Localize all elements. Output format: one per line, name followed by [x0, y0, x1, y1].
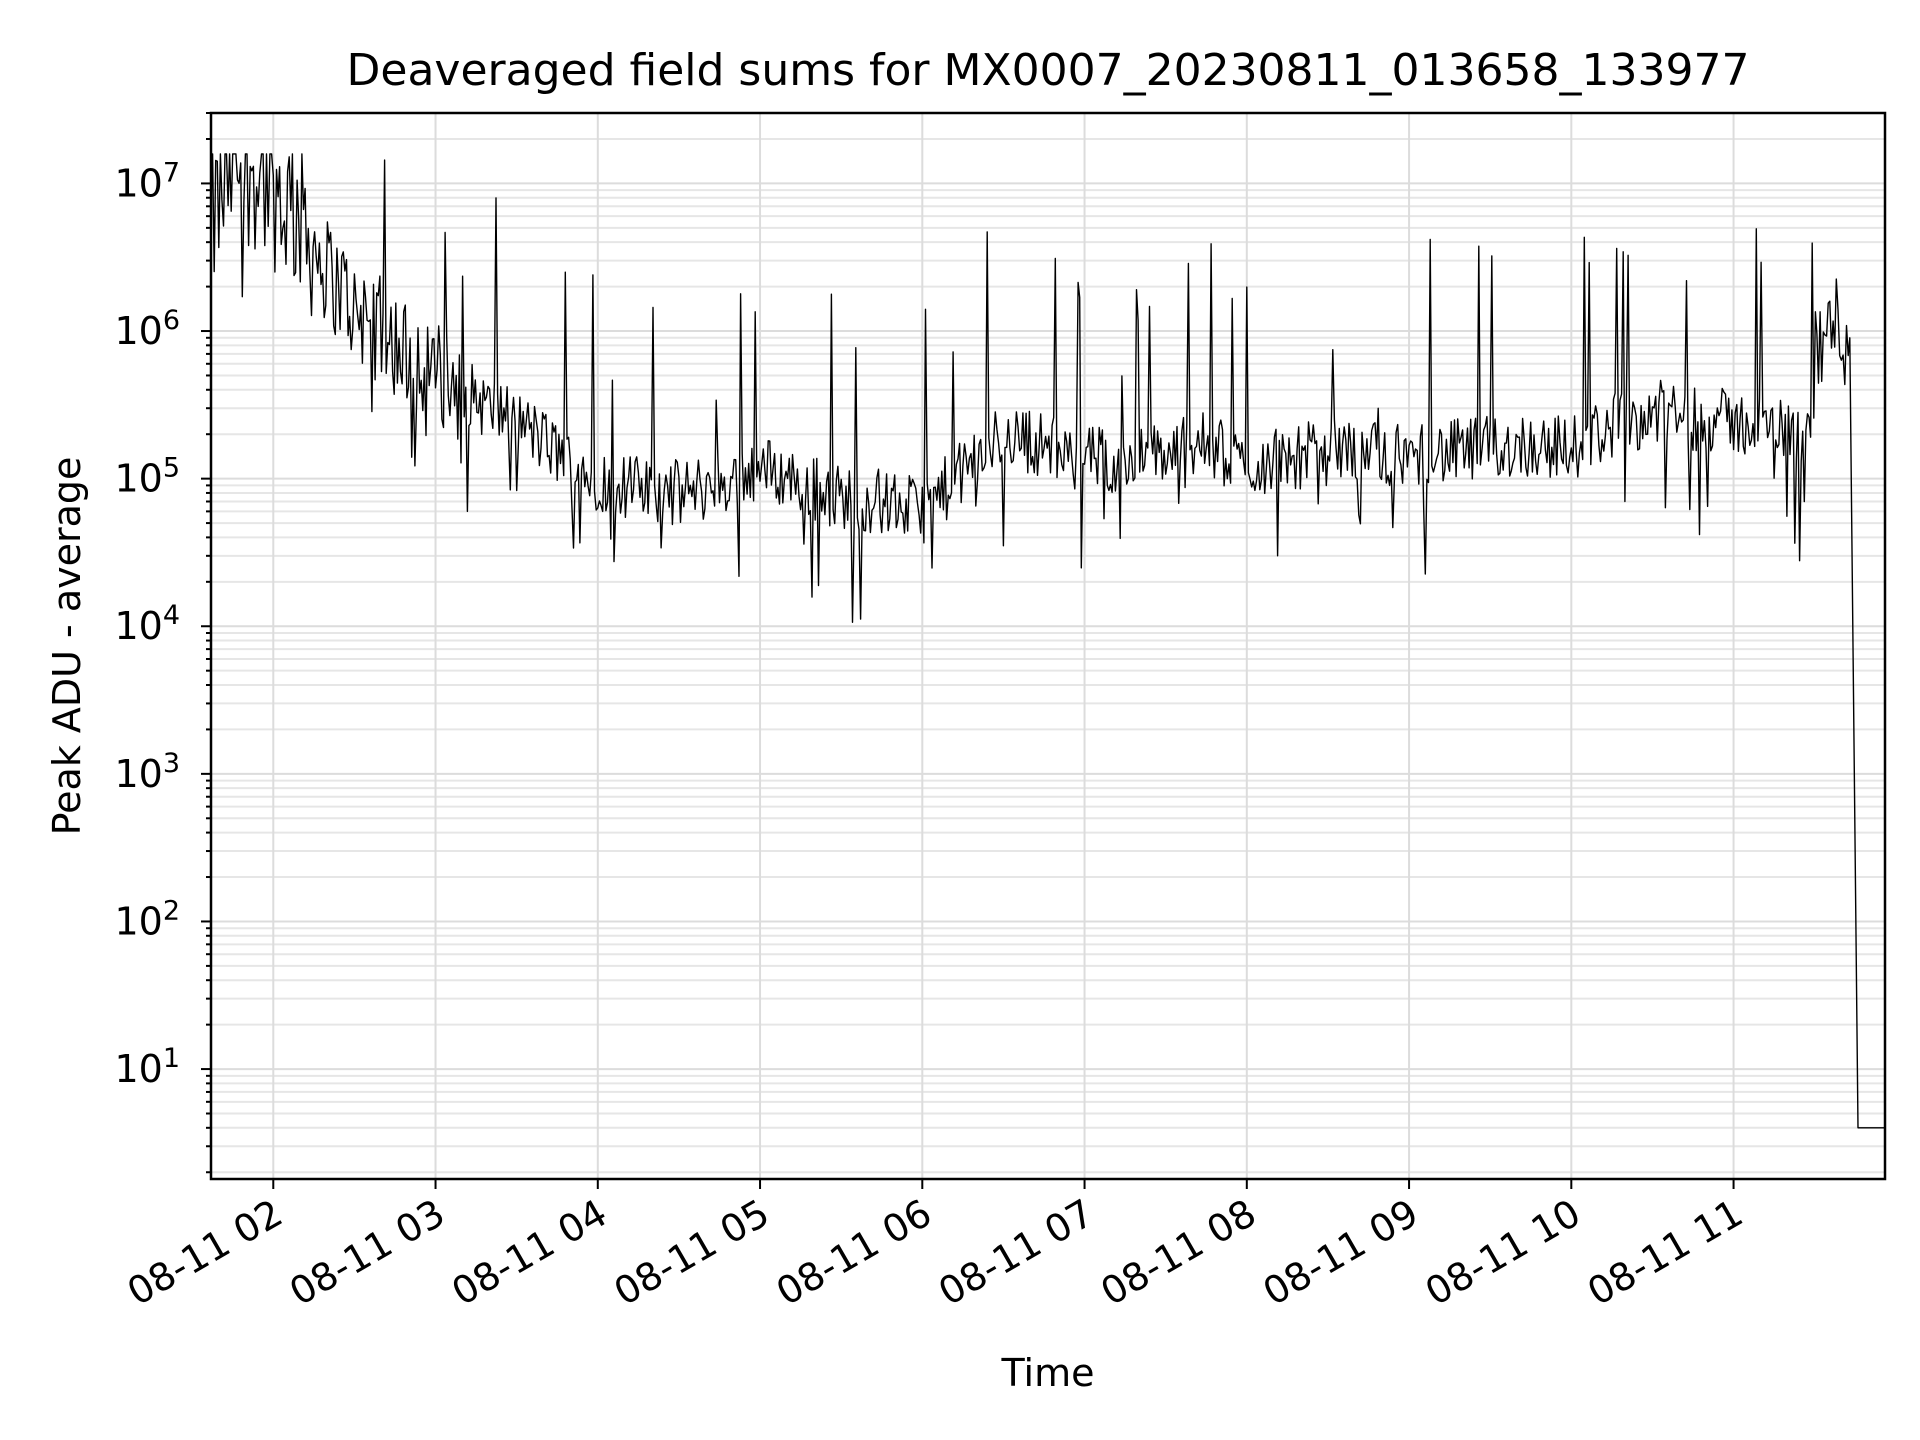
series-line: [210, 153, 1885, 1129]
x-tick-label: 08-11 11: [1580, 1191, 1750, 1315]
y-tick-label: 102: [114, 895, 180, 944]
y-axis-label: Peak ADU - average: [45, 457, 89, 836]
y-tick-label: 101: [114, 1043, 180, 1092]
plot-frame: [209, 111, 1887, 1181]
x-tick-label: 08-11 07: [931, 1191, 1101, 1315]
chart-title: Deaveraged field sums for MX0007_2023081…: [347, 45, 1750, 96]
series-layer: [210, 153, 1885, 1129]
x-tick-label: 08-11 03: [282, 1191, 452, 1315]
y-tick-label: 107: [114, 157, 180, 206]
x-tick-label: 08-11 02: [120, 1191, 290, 1315]
y-axis: 101 102 103 104 105 106 107: [114, 112, 211, 1174]
x-axis-label: Time: [1001, 1351, 1095, 1395]
y-tick-label: 103: [114, 747, 180, 796]
x-tick-label: 08-11 05: [607, 1191, 777, 1315]
grid: [211, 112, 1885, 1179]
y-tick-label: 105: [114, 452, 180, 501]
x-tick-label: 08-11 04: [444, 1191, 614, 1315]
y-tick-label: 106: [114, 305, 180, 354]
x-tick-label: 08-11 09: [1256, 1191, 1426, 1315]
x-tick-label: 08-11 10: [1418, 1191, 1588, 1315]
y-tick-label: 104: [114, 600, 180, 649]
x-tick-label: 08-11 06: [769, 1191, 939, 1315]
x-tick-label: 08-11 08: [1093, 1191, 1263, 1315]
